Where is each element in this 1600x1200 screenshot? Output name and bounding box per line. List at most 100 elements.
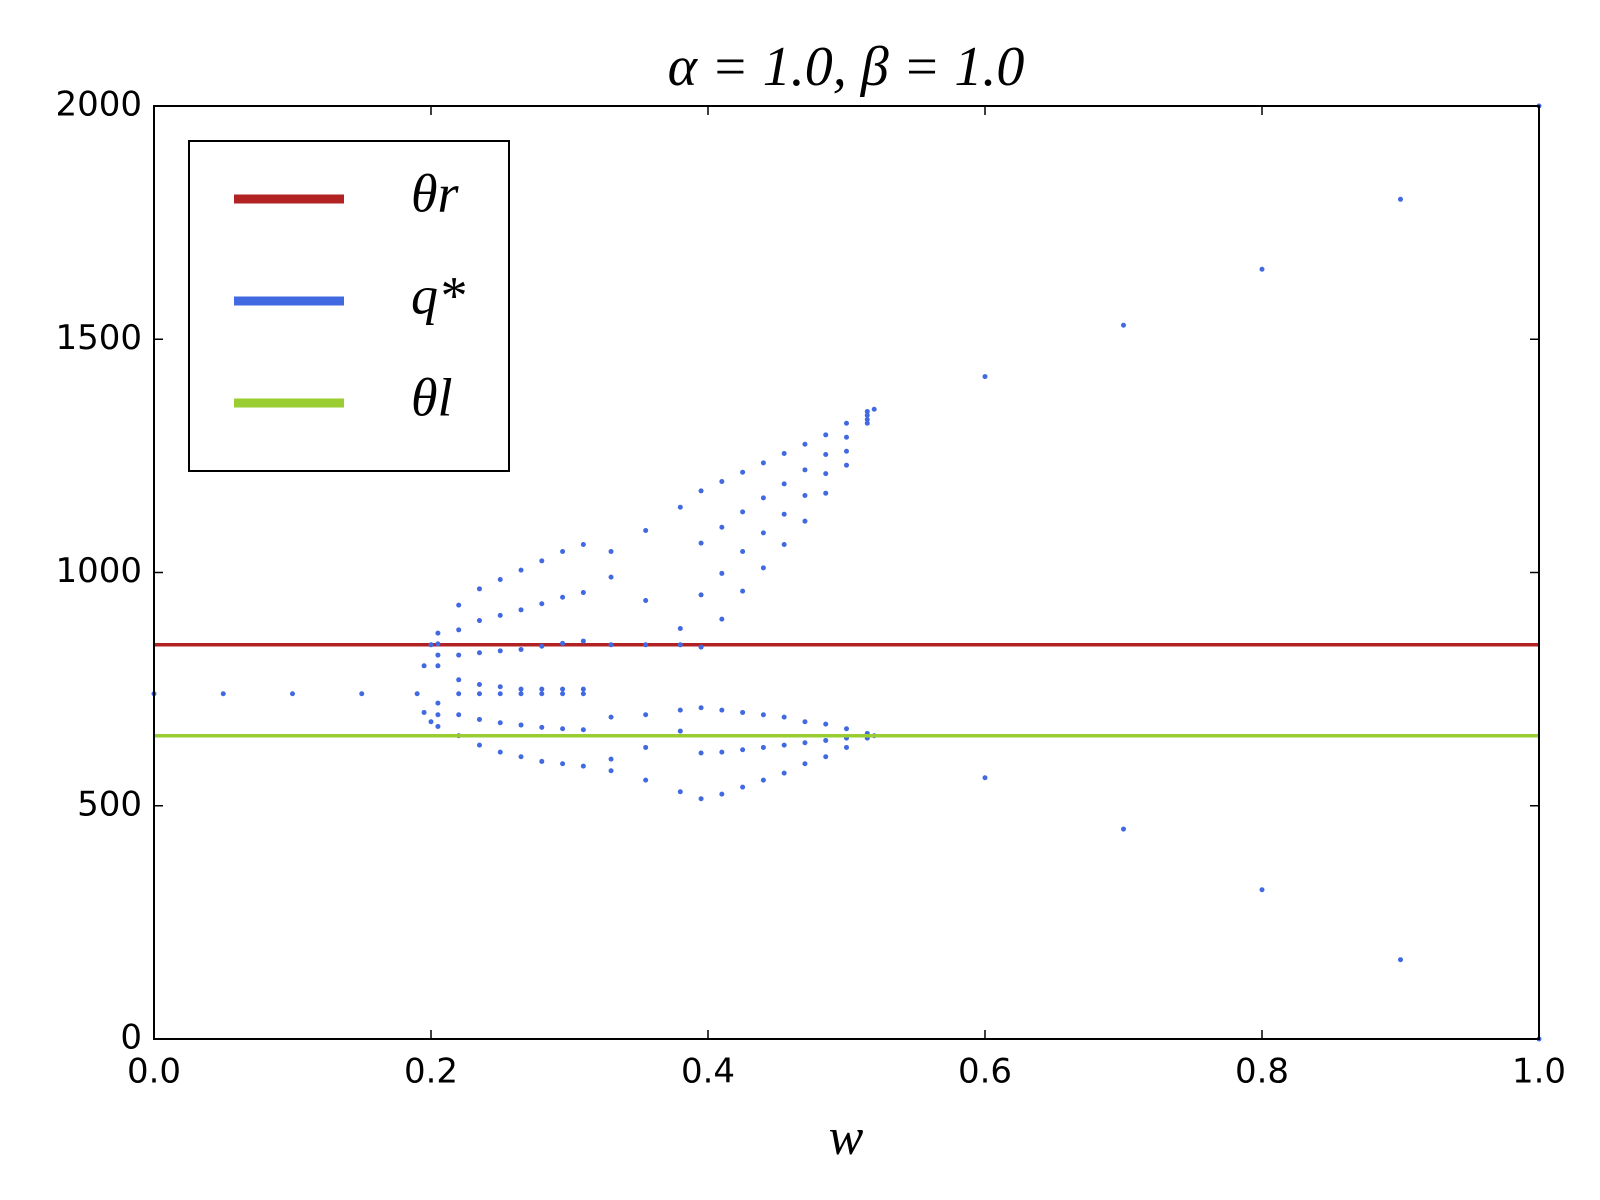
scatter-point bbox=[698, 705, 704, 711]
scatter-point bbox=[560, 640, 566, 646]
scatter-point bbox=[740, 588, 746, 594]
scatter-point bbox=[781, 542, 787, 548]
scatter-point bbox=[864, 409, 870, 415]
y-tick-label: 2000 bbox=[55, 85, 142, 125]
scatter-point bbox=[1398, 196, 1403, 202]
scatter-point bbox=[518, 646, 524, 652]
scatter-point bbox=[698, 644, 704, 650]
scatter-point bbox=[844, 434, 849, 440]
scatter-point bbox=[518, 686, 524, 692]
scatter-point bbox=[844, 448, 849, 454]
legend-label: θl bbox=[411, 367, 453, 427]
y-tick-label: 1000 bbox=[55, 551, 142, 591]
scatter-point bbox=[428, 642, 434, 648]
scatter-point bbox=[428, 719, 434, 725]
scatter-point bbox=[740, 469, 746, 475]
scatter-point bbox=[497, 612, 503, 618]
scatter-point bbox=[823, 451, 829, 457]
scatter-point bbox=[802, 467, 808, 473]
scatter-point bbox=[456, 652, 462, 658]
x-tick-label: 1.0 bbox=[1512, 1052, 1566, 1092]
x-tick-label: 0.6 bbox=[958, 1052, 1012, 1092]
scatter-point bbox=[518, 607, 524, 613]
scatter-point bbox=[760, 460, 766, 466]
scatter-point bbox=[698, 796, 704, 802]
scatter-point bbox=[823, 471, 829, 477]
scatter-point bbox=[864, 420, 870, 426]
scatter-point bbox=[456, 677, 462, 683]
scatter-point bbox=[518, 691, 524, 697]
scatter-point bbox=[719, 479, 725, 485]
scatter-point bbox=[781, 770, 787, 776]
scatter-point bbox=[560, 761, 566, 767]
scatter-point bbox=[760, 744, 766, 750]
scatter-point bbox=[760, 565, 766, 571]
scatter-point bbox=[421, 709, 427, 715]
scatter-point bbox=[802, 518, 808, 524]
scatter-point bbox=[1121, 322, 1126, 328]
scatter-point bbox=[740, 509, 746, 515]
scatter-point bbox=[760, 495, 766, 501]
scatter-point bbox=[580, 590, 586, 596]
scatter-point bbox=[719, 749, 725, 755]
scatter-point bbox=[1121, 826, 1126, 832]
scatter-point bbox=[539, 758, 545, 764]
scatter-point bbox=[864, 412, 870, 418]
scatter-point bbox=[1259, 887, 1265, 893]
scatter-point bbox=[560, 594, 566, 600]
scatter-point bbox=[497, 576, 503, 582]
scatter-point bbox=[220, 691, 226, 697]
scatter-point bbox=[982, 775, 988, 781]
scatter-point bbox=[435, 630, 441, 636]
scatter-point bbox=[781, 481, 787, 487]
scatter-point bbox=[435, 723, 441, 729]
scatter-point bbox=[476, 691, 482, 697]
scatter-point bbox=[497, 691, 503, 697]
scatter-point bbox=[476, 681, 482, 687]
scatter-point bbox=[781, 714, 787, 720]
scatter-point bbox=[781, 511, 787, 517]
scatter-point bbox=[608, 714, 614, 720]
scatter-point bbox=[476, 716, 482, 722]
scatter-point bbox=[844, 726, 849, 732]
scatter-point bbox=[643, 597, 649, 603]
scatter-point bbox=[823, 490, 829, 496]
chart-title: α = 1.0, β = 1.0 bbox=[668, 36, 1025, 98]
scatter-point bbox=[435, 712, 441, 718]
scatter-point bbox=[643, 712, 649, 718]
scatter-point bbox=[608, 756, 614, 762]
scatter-point bbox=[719, 524, 725, 530]
scatter-point bbox=[823, 737, 829, 743]
scatter-point bbox=[456, 712, 462, 718]
scatter-point bbox=[608, 768, 614, 774]
legend-label: θr bbox=[411, 163, 460, 223]
scatter-point bbox=[476, 742, 482, 748]
legend: θr q* θl bbox=[188, 140, 510, 472]
scatter-point bbox=[781, 451, 787, 457]
scatter-point bbox=[414, 691, 420, 697]
scatter-point bbox=[823, 754, 829, 760]
scatter-point bbox=[608, 549, 614, 555]
scatter-point bbox=[560, 726, 566, 732]
scatter-point bbox=[421, 663, 427, 669]
scatter-point bbox=[802, 441, 808, 447]
scatter-point bbox=[719, 570, 725, 576]
scatter-point bbox=[476, 618, 482, 624]
scatter-point bbox=[698, 750, 704, 756]
scatter-point bbox=[539, 686, 545, 692]
scatter-point bbox=[539, 601, 545, 607]
scatter-point bbox=[823, 721, 829, 727]
scatter-point bbox=[844, 744, 849, 750]
scatter-point bbox=[518, 567, 524, 573]
scatter-point bbox=[698, 592, 704, 598]
scatter-point bbox=[864, 416, 870, 422]
scatter-point bbox=[539, 724, 545, 730]
scatter-point bbox=[580, 691, 586, 697]
scatter-point bbox=[844, 420, 849, 426]
scatter-point bbox=[497, 684, 503, 690]
scatter-point bbox=[802, 740, 808, 746]
scatter-point bbox=[456, 627, 462, 633]
scatter-point bbox=[539, 558, 545, 564]
scatter-point bbox=[476, 650, 482, 656]
